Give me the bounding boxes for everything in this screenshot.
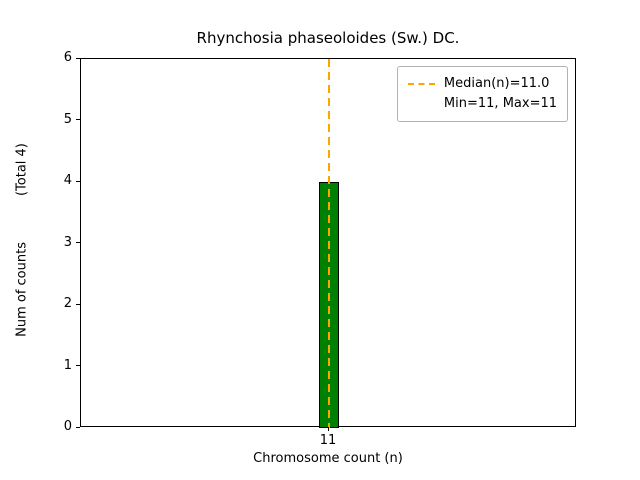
y-tick bbox=[76, 180, 80, 182]
y-tick-label: 6 bbox=[63, 50, 72, 65]
y-tick-label: 0 bbox=[63, 419, 72, 434]
y-tick bbox=[76, 242, 80, 243]
legend: Median(n)=11.0 Min=11, Max=11 bbox=[396, 66, 568, 123]
y-tick-label: 2 bbox=[63, 296, 72, 311]
y-tick-label: 3 bbox=[63, 234, 72, 250]
plot-area: Median(n)=11.0 Min=11, Max=11 bbox=[80, 58, 576, 428]
median-line bbox=[328, 59, 330, 428]
legend-row-minmax: Min=11, Max=11 bbox=[408, 94, 557, 114]
y-tick bbox=[76, 119, 80, 120]
median-dashed-line-swatch bbox=[407, 83, 435, 86]
y-tick-label: 1 bbox=[63, 357, 72, 373]
x-axis-label: Chromosome count (n) bbox=[253, 451, 403, 466]
y-tick-label: 5 bbox=[63, 111, 72, 127]
x-tick bbox=[327, 427, 329, 431]
y-tick bbox=[76, 303, 80, 305]
chart-title: Rhynchosia phaseoloides (Sw.) DC. bbox=[196, 29, 460, 47]
y-tick-label: 4 bbox=[63, 173, 72, 188]
x-tick-label: 11 bbox=[319, 433, 337, 448]
y-axis-label-text: Num of counts bbox=[14, 242, 30, 337]
legend-label-median: Median(n)=11.0 bbox=[443, 76, 550, 91]
legend-label-minmax: Min=11, Max=11 bbox=[443, 96, 557, 112]
y-axis-label-total: (Total 4) bbox=[14, 143, 30, 197]
y-axis-label: Num of counts (Total 4) bbox=[15, 143, 30, 337]
y-tick bbox=[76, 365, 80, 366]
y-tick bbox=[76, 57, 80, 59]
y-tick bbox=[76, 426, 80, 428]
legend-row-median: Median(n)=11.0 bbox=[407, 74, 557, 94]
